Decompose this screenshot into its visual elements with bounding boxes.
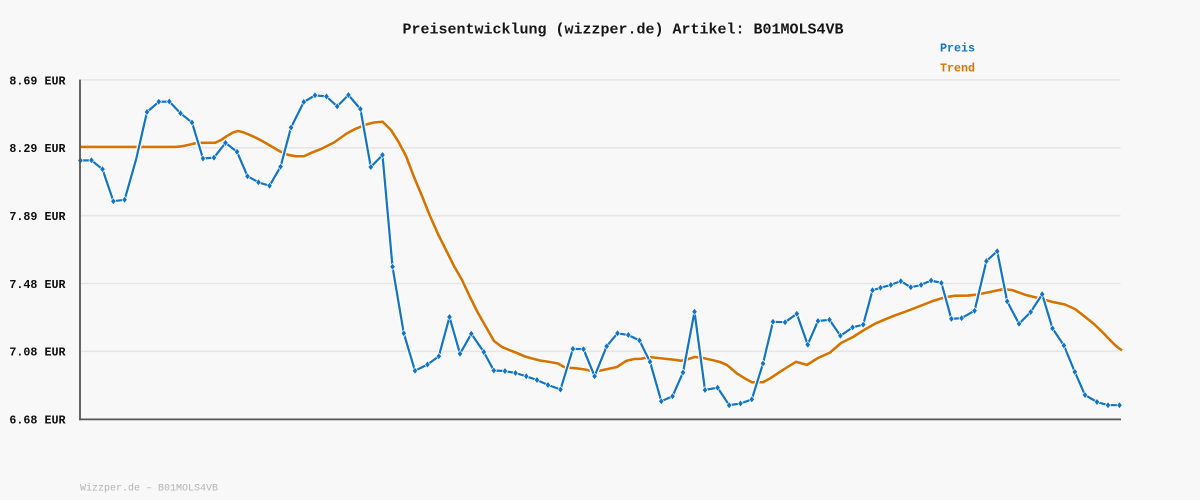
svg-text:Preisentwicklung (wizzper.de): Preisentwicklung (wizzper.de) Artikel: B… (402, 22, 843, 39)
svg-text:7.89 EUR: 7.89 EUR (9, 210, 65, 224)
svg-text:8.29 EUR: 8.29 EUR (9, 142, 65, 156)
svg-text:Preis: Preis (940, 42, 975, 56)
svg-text:6.68 EUR: 6.68 EUR (9, 414, 65, 428)
svg-text:Trend: Trend (940, 62, 975, 76)
svg-text:7.48 EUR: 7.48 EUR (9, 278, 65, 292)
svg-text:7.08 EUR: 7.08 EUR (9, 346, 65, 360)
svg-text:Wizzper.de – B01MOLS4VB: Wizzper.de – B01MOLS4VB (80, 482, 218, 494)
svg-text:8.69 EUR: 8.69 EUR (9, 74, 65, 88)
